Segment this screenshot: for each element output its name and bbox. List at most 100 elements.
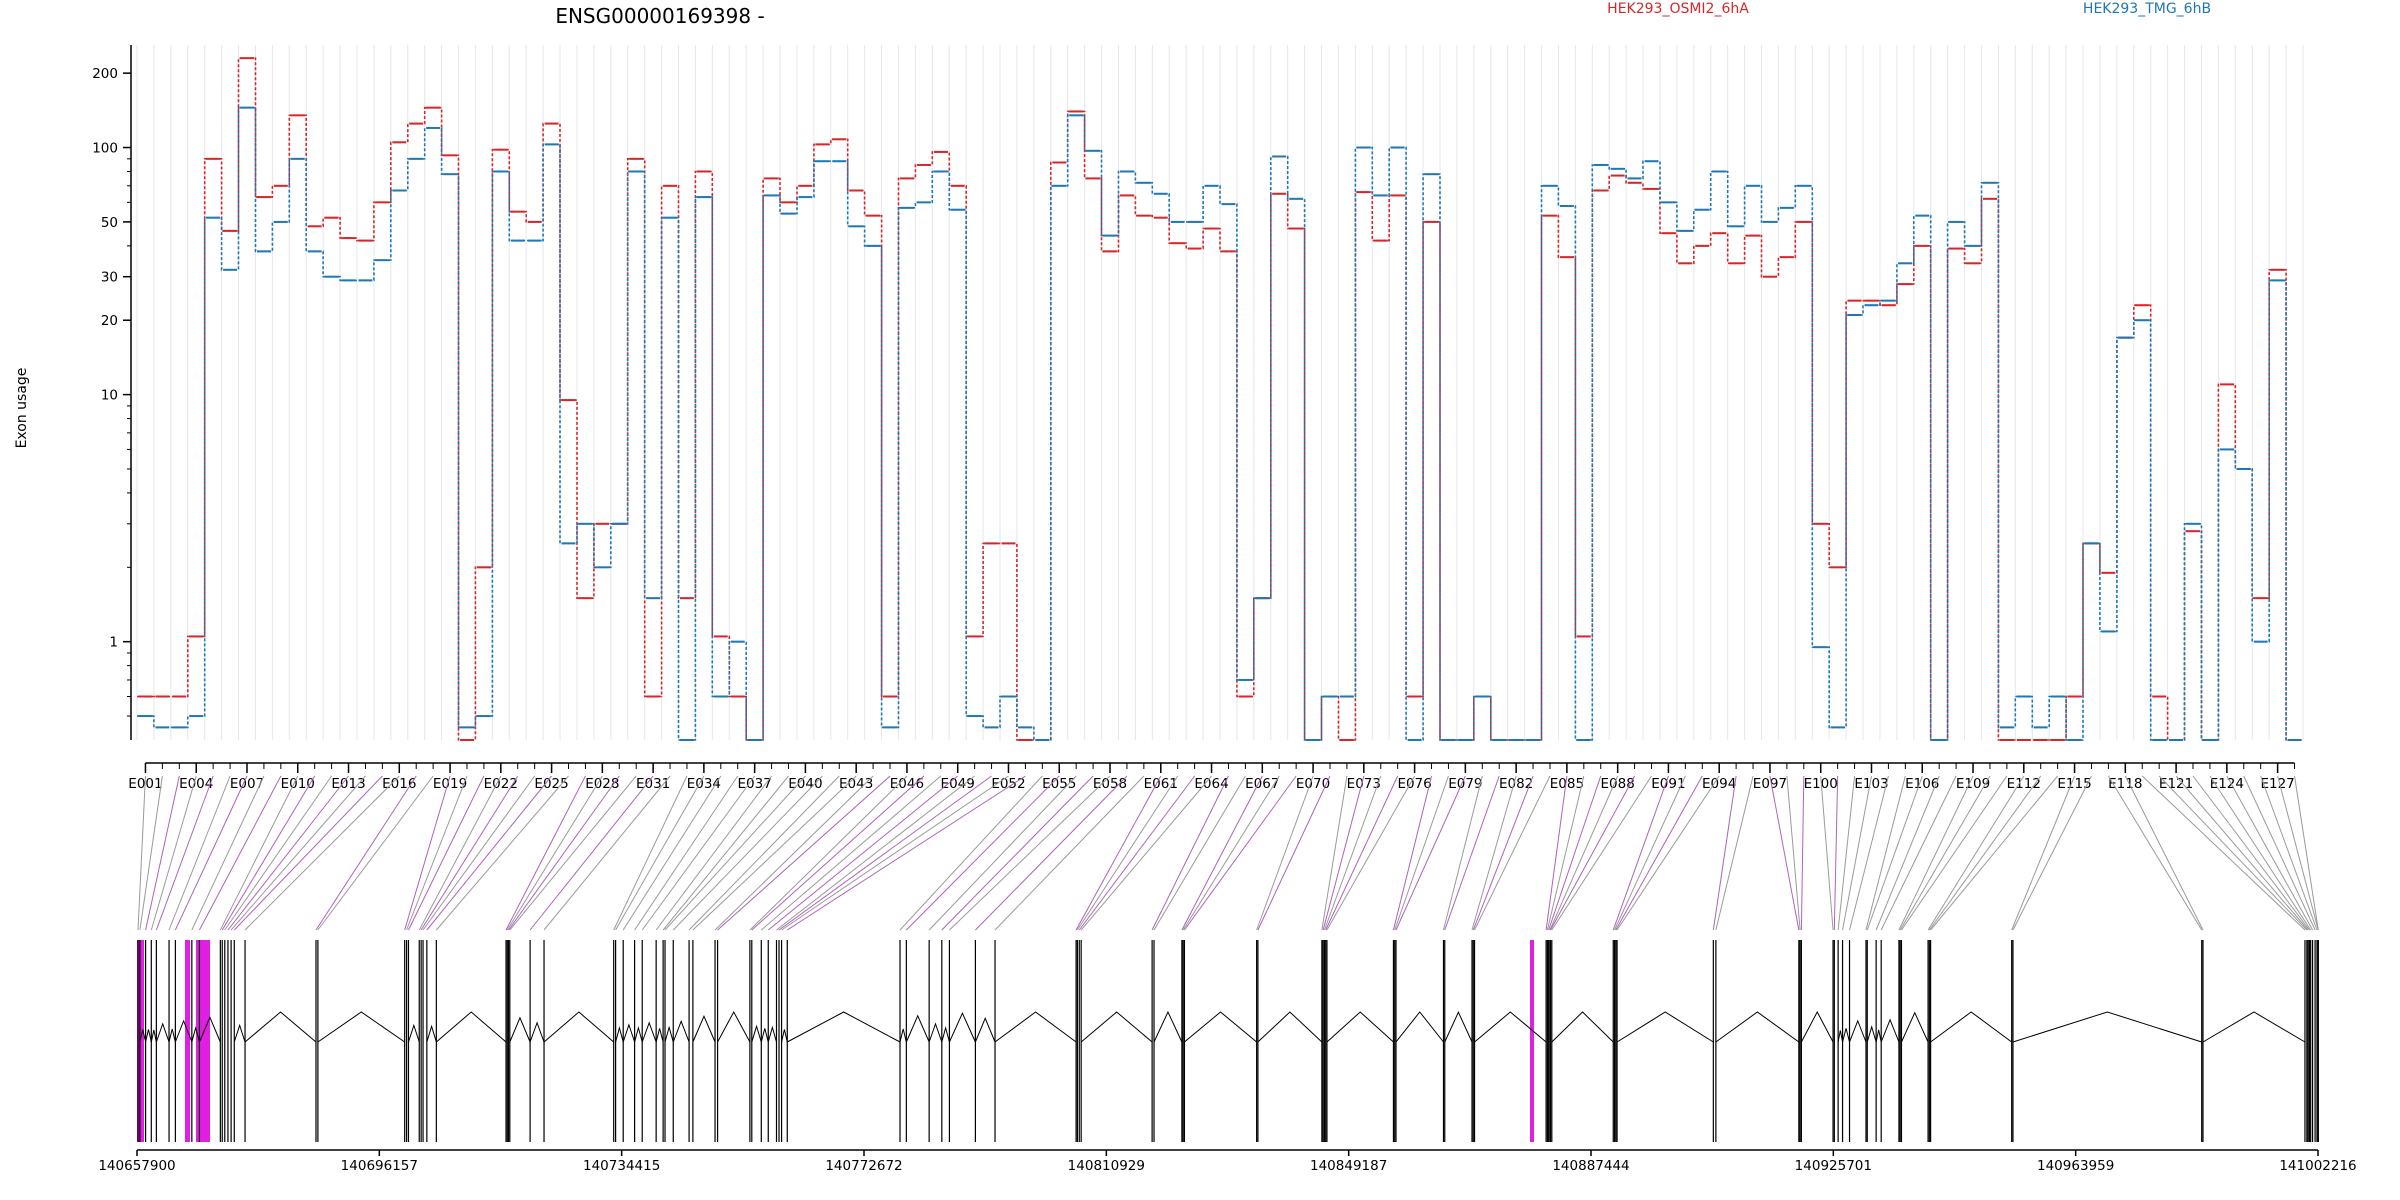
exon-tick-label: E127 bbox=[2260, 776, 2294, 792]
intron-line bbox=[692, 1014, 716, 1043]
intron-line bbox=[1257, 1011, 1323, 1043]
exon-connector bbox=[420, 775, 519, 931]
exon-connector bbox=[1323, 775, 1382, 931]
genome-tick-label: 140963959 bbox=[2037, 1158, 2114, 1174]
exon-connector bbox=[422, 775, 536, 931]
exon-connector bbox=[1614, 775, 1686, 931]
exon-tick-label: E082 bbox=[1499, 776, 1533, 792]
intron-line bbox=[1474, 1011, 1547, 1043]
exon-connector bbox=[199, 775, 282, 931]
intron-line bbox=[1444, 1011, 1473, 1043]
exon-connector bbox=[1472, 775, 1534, 931]
intron-line bbox=[426, 1024, 437, 1043]
exon-tick-label: E085 bbox=[1550, 776, 1584, 792]
exon-connector bbox=[2243, 775, 2316, 931]
y-tick-label: 50 bbox=[101, 215, 118, 231]
exon-tick-label: E058 bbox=[1093, 776, 1127, 792]
intron-line bbox=[1715, 1011, 1800, 1043]
exon-tick-label: E034 bbox=[687, 776, 721, 792]
exon-connector bbox=[899, 775, 1043, 931]
genome-tick-label: 140849187 bbox=[1310, 1158, 1387, 1174]
intron-line bbox=[1551, 1011, 1614, 1043]
exon-connector bbox=[1443, 775, 1483, 931]
exon-tick-label: E106 bbox=[1905, 776, 1939, 792]
exon-tick-label: E073 bbox=[1347, 776, 1381, 792]
exon-connector bbox=[2192, 775, 2310, 931]
exon-connector bbox=[2124, 775, 2204, 931]
exon-connector bbox=[406, 775, 468, 931]
exon-connector bbox=[2012, 775, 2092, 931]
exon-connector bbox=[137, 775, 146, 931]
exon-connector bbox=[1256, 775, 1314, 931]
intron-line bbox=[317, 1011, 405, 1043]
exon-connector bbox=[1837, 775, 1856, 931]
intron-line bbox=[664, 1025, 674, 1043]
exon-connector bbox=[1786, 775, 1801, 931]
exon-connector bbox=[664, 775, 806, 931]
intron-line bbox=[198, 1015, 221, 1043]
exon-connector bbox=[1474, 775, 1551, 931]
exon-connector bbox=[426, 775, 552, 931]
exon-connector bbox=[928, 775, 1077, 931]
exon-axis: E001 E004 E007 E010 E013 E016 E019 E022 E025 E028… bbox=[128, 762, 2296, 792]
exon-connector bbox=[776, 775, 975, 931]
intron-line bbox=[760, 1028, 769, 1043]
exon-connector bbox=[1898, 775, 1974, 931]
intron-line bbox=[1875, 1029, 1882, 1043]
exon-connector bbox=[174, 775, 248, 931]
exon-tick-label: E079 bbox=[1448, 776, 1482, 792]
intron-line bbox=[655, 1028, 664, 1043]
exon-connector bbox=[1615, 775, 1703, 931]
exon-connector bbox=[2175, 775, 2309, 931]
genome-tick-label: 140734415 bbox=[583, 1158, 660, 1174]
intron-line bbox=[191, 1026, 200, 1043]
intron-line bbox=[1395, 1011, 1444, 1043]
y-axis: 1 10 20 30 50 100 200 bbox=[92, 45, 132, 740]
intron-line bbox=[407, 1023, 420, 1043]
exon-connector bbox=[1842, 775, 1872, 931]
intron-line bbox=[1080, 1011, 1153, 1043]
intron-line bbox=[155, 1022, 170, 1043]
intron-line bbox=[1880, 1018, 1900, 1043]
exon-connector bbox=[1616, 775, 1720, 931]
exon-tick-label: E088 bbox=[1601, 776, 1635, 792]
intron-line bbox=[634, 1026, 643, 1043]
exon-connector bbox=[1712, 775, 1737, 931]
intron-line bbox=[941, 1026, 950, 1043]
exon-connectors bbox=[137, 775, 2319, 931]
exon-tick-label: E076 bbox=[1397, 776, 1431, 792]
exon-tick-label: E049 bbox=[941, 776, 975, 792]
exon-connector bbox=[150, 775, 197, 931]
exon-tick-label: E091 bbox=[1651, 776, 1685, 792]
exon-tick-label: E025 bbox=[534, 776, 568, 792]
intron-line bbox=[1842, 1028, 1851, 1043]
exon-connector bbox=[1321, 775, 1348, 931]
exon-connector bbox=[1548, 775, 1602, 931]
highlight-exon bbox=[1530, 940, 1534, 1142]
exon-connector bbox=[1849, 775, 1889, 931]
exon-connector bbox=[219, 775, 299, 931]
exon-connector bbox=[672, 775, 823, 931]
genome-tick-label: 140887444 bbox=[1552, 1158, 1629, 1174]
intron-line bbox=[717, 1010, 751, 1043]
genome-tick-label: 140696157 bbox=[341, 1158, 418, 1174]
exon-connector bbox=[1866, 775, 1923, 931]
exon-connector bbox=[1549, 775, 1619, 931]
exon-connector bbox=[1546, 775, 1585, 931]
intron-line bbox=[948, 1012, 976, 1043]
exon-connector bbox=[1078, 775, 1196, 931]
intron-line bbox=[905, 1014, 930, 1043]
exon-connector bbox=[1075, 775, 1162, 931]
exon-connector bbox=[662, 775, 789, 931]
exon-connector bbox=[1325, 775, 1399, 931]
exon-connector bbox=[1928, 775, 2042, 931]
exon-connector bbox=[692, 775, 857, 931]
y-tick-label: 30 bbox=[101, 270, 118, 286]
genome-axis: 140657900 140696157 140734415 140772672 1408… bbox=[98, 1149, 2357, 1174]
exon-connector bbox=[1899, 775, 1991, 931]
exon-connector bbox=[435, 775, 569, 931]
intron-line bbox=[1866, 1025, 1877, 1043]
exon-tick-label: E007 bbox=[230, 776, 264, 792]
intron-line bbox=[622, 1023, 636, 1043]
exon-connector bbox=[1080, 775, 1212, 931]
